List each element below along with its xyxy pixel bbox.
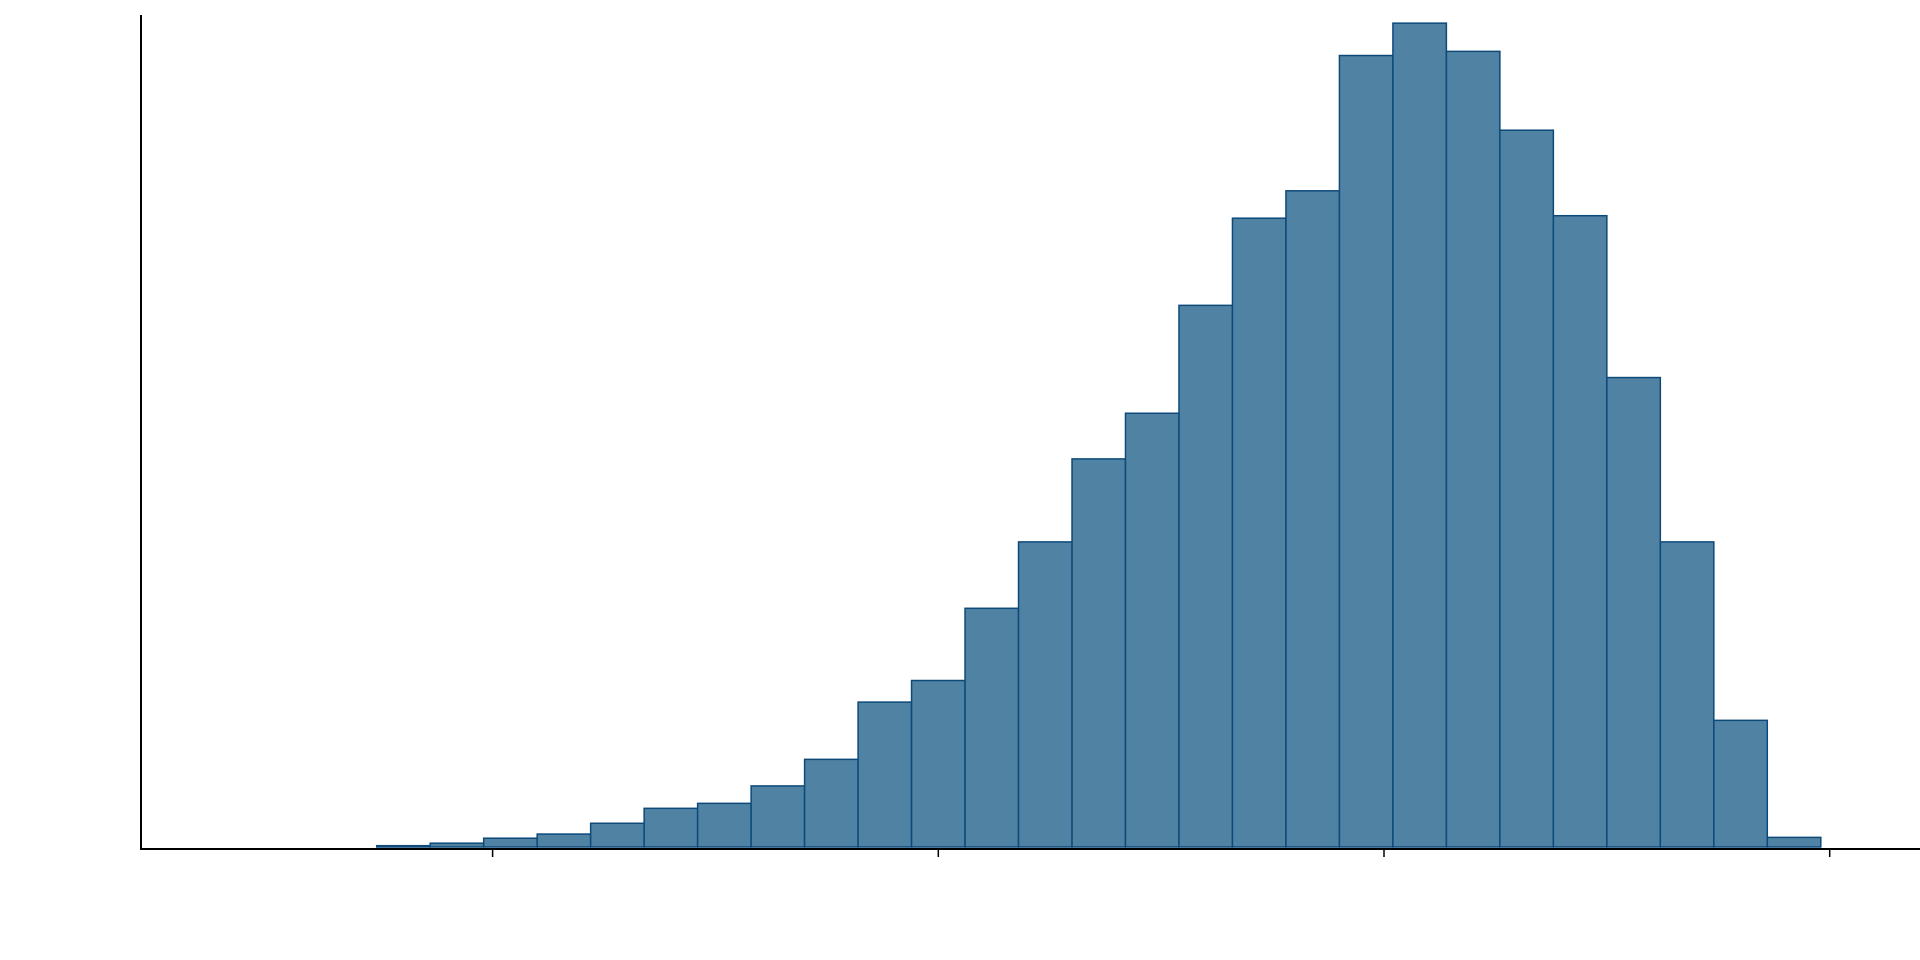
histogram-bar-16 <box>1071 458 1127 848</box>
histogram-bar-7 <box>589 822 645 848</box>
histogram-bar-11 <box>803 758 859 848</box>
histogram-bar-27 <box>1659 541 1715 848</box>
histogram-bar-26 <box>1606 376 1662 848</box>
histogram-bar-5 <box>482 837 538 848</box>
histogram-bar-10 <box>750 785 806 848</box>
histogram-bar-23 <box>1445 50 1501 848</box>
histogram-bar-12 <box>857 701 913 848</box>
histogram-bar-19 <box>1231 217 1287 848</box>
histogram-bar-3 <box>375 844 431 848</box>
histogram-bar-24 <box>1499 129 1555 848</box>
histogram-bar-9 <box>696 802 752 848</box>
histogram-bar-28 <box>1713 719 1769 848</box>
histogram-bar-25 <box>1552 214 1608 848</box>
histogram-bar-21 <box>1338 54 1394 848</box>
histogram-bar-15 <box>1017 541 1073 848</box>
axes-layer <box>140 15 1920 857</box>
histogram-bar-6 <box>536 833 592 848</box>
bars-layer <box>375 22 1822 848</box>
histogram-bar-22 <box>1392 22 1448 848</box>
histogram-bar-13 <box>910 679 966 848</box>
histogram-bar-14 <box>964 607 1020 848</box>
histogram-bar-29 <box>1766 836 1822 848</box>
histogram-bar-4 <box>429 842 485 848</box>
histogram-bar-17 <box>1124 412 1180 848</box>
histogram-bar-18 <box>1178 304 1234 848</box>
histogram-bar-20 <box>1285 190 1341 848</box>
histogram-bar-8 <box>643 807 699 848</box>
